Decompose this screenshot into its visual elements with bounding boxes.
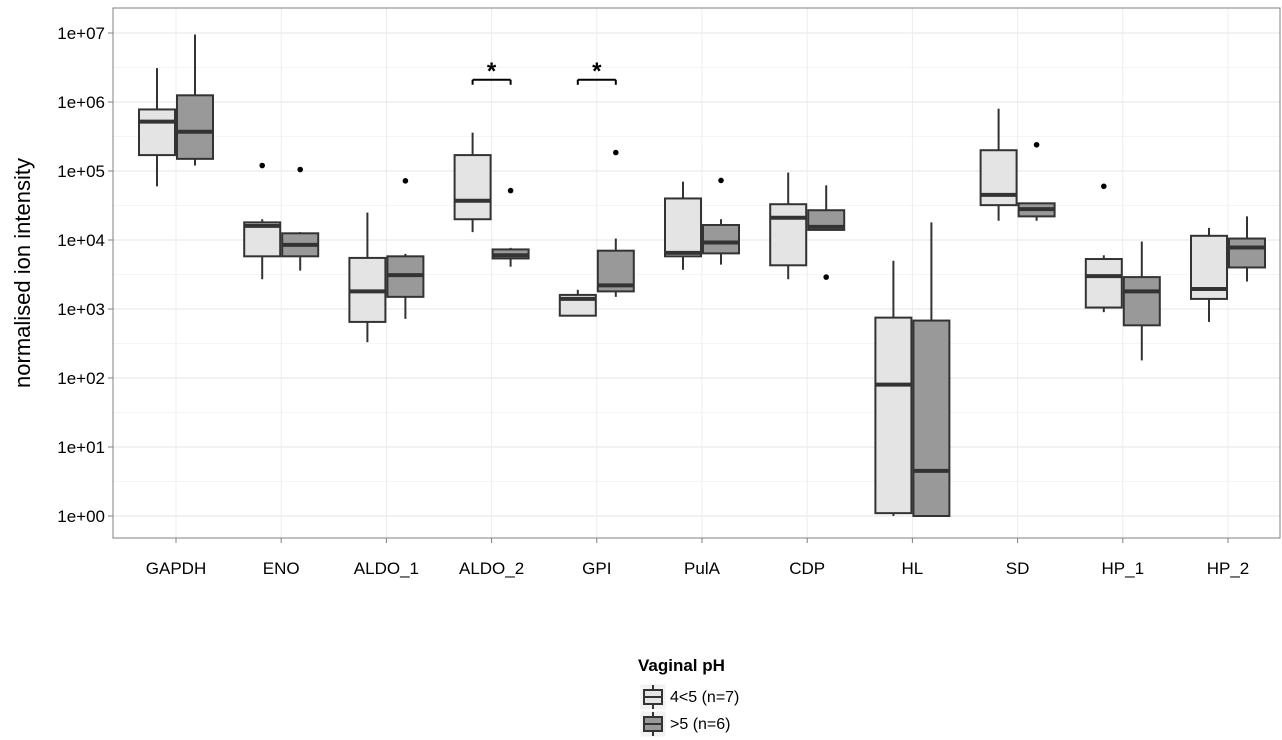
significance-annotations: * * — [471, 58, 617, 85]
x-tick-label: CDP — [789, 559, 825, 578]
box-HP_2-light — [1190, 227, 1228, 322]
box-GPI-light — [558, 289, 597, 317]
y-axis-title: normalised ion intensity — [10, 158, 35, 388]
box-HP_1-light — [1084, 183, 1123, 313]
box-iqr — [453, 154, 492, 221]
box-iqr — [138, 108, 176, 157]
significance-star: * — [487, 58, 497, 85]
y-tick-label: 1e+05 — [57, 162, 105, 181]
box-iqr — [912, 319, 951, 517]
box-CDP-light — [769, 172, 808, 280]
x-tick-label: ALDO_1 — [354, 559, 419, 578]
outlier-point — [1101, 183, 1107, 190]
x-tick-label: GPI — [582, 559, 611, 578]
significance-marker-GPI: * — [576, 58, 617, 85]
x-tick-label: HP_1 — [1102, 559, 1145, 578]
box-HL-dark — [912, 222, 951, 517]
box-ALDO_2-dark — [491, 187, 530, 267]
box-iqr — [769, 203, 808, 267]
x-tick-label: SD — [1006, 559, 1030, 578]
x-tick-label: GAPDH — [146, 559, 206, 578]
y-tick-label: 1e+00 — [57, 507, 105, 526]
x-axis-ticks: GAPDH ENO ALDO_1 ALDO_2 GPI PulA CDP HL SD HP_1 HP… — [146, 538, 1250, 578]
outlier-point — [823, 274, 829, 280]
box-iqr — [664, 197, 702, 258]
box-GAPDH-light — [138, 68, 176, 187]
y-tick-label: 1e+02 — [57, 369, 105, 388]
box-GPI-dark — [596, 149, 635, 297]
outlier-point — [507, 187, 514, 194]
x-tick-label: HP_2 — [1207, 559, 1250, 578]
boxes-layer — [138, 34, 1266, 517]
box-PulA-light — [664, 181, 702, 270]
y-tick-label: 1e+07 — [57, 24, 105, 43]
box-iqr — [176, 94, 214, 160]
box-ENO-light — [243, 162, 282, 280]
outlier-point — [402, 178, 409, 184]
legend-key-dark — [639, 710, 667, 738]
outlier-point — [718, 177, 724, 184]
legend-label-light: 4<5 (n=7) — [670, 689, 739, 706]
box-iqr — [243, 221, 282, 258]
box-ALDO_2-light — [453, 132, 492, 233]
x-tick-label: PulA — [684, 559, 721, 578]
box-iqr — [702, 223, 740, 255]
y-tick-label: 1e+06 — [57, 93, 105, 112]
box-iqr — [1228, 237, 1266, 269]
box-PulA-dark — [702, 177, 740, 265]
box-SD-light — [979, 108, 1018, 221]
box-SD-dark — [1017, 141, 1056, 221]
plot-panel-border — [112, 7, 1281, 539]
x-tick-label: ALDO_2 — [459, 559, 524, 578]
box-ALDO_1-light — [348, 212, 387, 343]
significance-star: * — [592, 58, 602, 85]
legend: Vaginal pH 4<5 (n=7) >5 (n=6) — [638, 656, 739, 738]
y-axis-ticks: 1e+00 1e+01 1e+02 1e+03 1e+04 1e+05 1e+06 1e+07 — [57, 24, 113, 526]
x-tick-label: HL — [902, 559, 924, 578]
legend-title: Vaginal pH — [638, 656, 725, 675]
significance-marker-ALDO_2: * — [471, 58, 512, 85]
box-iqr — [874, 316, 913, 515]
box-ALDO_1-dark — [386, 178, 425, 319]
legend-label-dark: >5 (n=6) — [670, 716, 730, 733]
box-GAPDH-dark — [176, 34, 214, 166]
box-HL-light — [874, 260, 913, 516]
y-tick-label: 1e+03 — [57, 300, 105, 319]
legend-key-light — [639, 683, 667, 711]
box-iqr — [1084, 258, 1123, 309]
y-tick-label: 1e+04 — [57, 231, 105, 250]
outlier-point — [259, 162, 266, 169]
outlier-point — [297, 166, 304, 173]
box-HP_1-dark — [1122, 241, 1161, 361]
outlier-point — [1033, 141, 1040, 148]
y-tick-label: 1e+01 — [57, 438, 105, 457]
box-HP_2-dark — [1228, 216, 1266, 282]
box-iqr — [1122, 276, 1161, 327]
outlier-point — [613, 149, 619, 156]
box-CDP-dark — [807, 185, 846, 280]
x-tick-label: ENO — [263, 559, 300, 578]
box-ENO-dark — [281, 166, 320, 271]
